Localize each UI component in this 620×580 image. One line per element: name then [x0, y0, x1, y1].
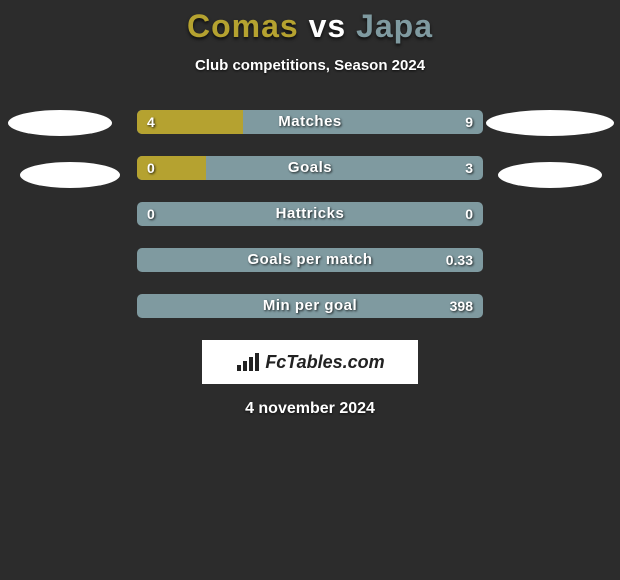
title-player2: Japa: [356, 8, 433, 44]
title-vs: vs: [299, 8, 356, 44]
bar-label: Hattricks: [137, 202, 483, 226]
logo-text: FcTables.com: [265, 352, 384, 373]
logo-box: FcTables.com: [202, 340, 418, 384]
bar-label: Goals per match: [137, 248, 483, 272]
bar-value-right: 0: [465, 202, 473, 226]
stat-bar: 0Hattricks0: [137, 202, 483, 226]
stat-bar: Min per goal398: [137, 294, 483, 318]
bar-value-right: 0.33: [446, 248, 473, 272]
bar-label: Matches: [137, 110, 483, 134]
avatar-left-2: [20, 162, 120, 188]
bar-label: Min per goal: [137, 294, 483, 318]
chart-area: 4Matches90Goals30Hattricks0Goals per mat…: [0, 110, 620, 418]
comparison-widget: Comas vs Japa Club competitions, Season …: [0, 0, 620, 418]
page-title: Comas vs Japa: [0, 0, 620, 45]
bars-container: 4Matches90Goals30Hattricks0Goals per mat…: [137, 110, 483, 318]
bar-value-right: 9: [465, 110, 473, 134]
stat-bar: Goals per match0.33: [137, 248, 483, 272]
bar-label: Goals: [137, 156, 483, 180]
avatar-right-2: [498, 162, 602, 188]
logo: FcTables.com: [235, 351, 384, 373]
subtitle: Club competitions, Season 2024: [0, 57, 620, 74]
logo-bars-icon: [235, 351, 261, 373]
bar-value-right: 398: [450, 294, 473, 318]
stat-bar: 4Matches9: [137, 110, 483, 134]
stat-bar: 0Goals3: [137, 156, 483, 180]
bar-value-right: 3: [465, 156, 473, 180]
date-label: 4 november 2024: [0, 400, 620, 418]
avatar-left-1: [8, 110, 112, 136]
title-player1: Comas: [187, 8, 299, 44]
avatar-right-1: [486, 110, 614, 136]
